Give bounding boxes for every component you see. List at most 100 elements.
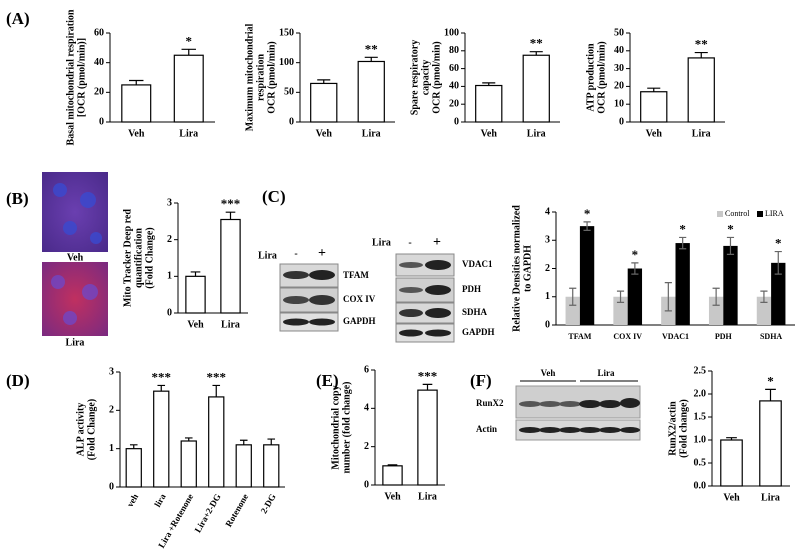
bar xyxy=(417,389,438,486)
panel-label: (D) xyxy=(6,371,30,390)
error-bar xyxy=(631,262,639,275)
micrographs: Veh Lira xyxy=(42,172,108,348)
y-tick-label: 2 xyxy=(109,405,114,416)
y-tick-label: 4 xyxy=(545,206,550,217)
y-tick-label: 0 xyxy=(454,116,459,127)
y-axis-label: ATP production xyxy=(585,43,596,112)
blot-c-left: Lira - + TFAM COX IV GAPDH xyxy=(258,246,376,332)
significance: * xyxy=(632,247,639,262)
y-tick-label: 2 xyxy=(364,441,369,452)
bar xyxy=(720,439,743,487)
x-tick-label: Lira xyxy=(179,128,198,139)
y-tick-label: 0 xyxy=(364,479,369,490)
panel-label: (B) xyxy=(6,189,29,208)
y-axis-label: Relative Densities normalized xyxy=(511,205,522,332)
panel-label: (C) xyxy=(262,187,286,206)
y-axis-label: ALP activity xyxy=(75,403,86,457)
x-tick-label: Veh xyxy=(128,128,145,139)
x-tick-label: Veh xyxy=(723,492,740,503)
y-axis-label: (Fold Change) xyxy=(144,227,155,288)
significance: *** xyxy=(418,368,438,383)
bar xyxy=(153,390,170,488)
bar xyxy=(640,91,668,123)
bar xyxy=(310,82,338,123)
y-axis-label: RunX2/actin xyxy=(667,401,678,456)
y-axis-label: capacity xyxy=(420,60,431,96)
panel-label: (F) xyxy=(470,371,492,390)
y-tick-label: 20 xyxy=(614,81,624,92)
error-bar xyxy=(583,221,591,231)
blot-row-label: VDAC1 xyxy=(462,259,493,269)
significance: * xyxy=(186,33,193,48)
lane-label: - xyxy=(408,237,411,248)
x-tick-label: Lira xyxy=(221,319,240,330)
y-tick-label: 100 xyxy=(444,27,459,38)
y-tick-label: 80 xyxy=(449,45,459,56)
error-bar xyxy=(774,250,782,275)
lane-label: + xyxy=(318,246,326,261)
legend-label: LIRA xyxy=(765,209,784,218)
y-axis-label: [OCR (pmol/min)] xyxy=(76,38,87,117)
y-tick-label: 0 xyxy=(545,319,550,330)
x-tick-label: Veh xyxy=(481,128,498,139)
x-tick-label: veh xyxy=(125,492,140,509)
significance: * xyxy=(584,206,591,221)
significance: *** xyxy=(207,369,227,384)
x-tick-label: Rotenone xyxy=(223,492,250,529)
legend-swatch xyxy=(717,211,723,217)
panel-label: (E) xyxy=(316,371,339,390)
x-tick-label: 2-DG xyxy=(259,492,278,515)
x-tick-label: Veh xyxy=(316,128,333,139)
y-tick-label: 0 xyxy=(99,116,104,127)
y-tick-label: 2 xyxy=(167,234,172,245)
x-tick-label: Lira xyxy=(527,128,546,139)
y-tick-label: 1 xyxy=(109,443,114,454)
error-bar xyxy=(616,290,625,303)
y-axis-label: (Fold Change) xyxy=(86,399,97,460)
significance: ** xyxy=(695,37,708,52)
bar xyxy=(723,245,738,325)
significance: * xyxy=(727,221,734,236)
y-axis-label: OCR (pmol/min) xyxy=(431,41,442,114)
x-tick-label: Lira xyxy=(692,128,711,139)
error-bar xyxy=(569,287,577,306)
y-tick-label: 3 xyxy=(167,197,172,208)
y-tick-label: 60 xyxy=(94,27,104,38)
x-tick-label: Lira xyxy=(761,492,780,503)
bar xyxy=(235,444,252,488)
y-tick-label: 60 xyxy=(449,63,459,74)
bar xyxy=(382,465,403,486)
blot-row-label: PDH xyxy=(462,284,481,294)
y-axis-label: to GAPDH xyxy=(522,245,533,292)
y-tick-label: 2 xyxy=(545,263,550,274)
y-tick-label: 3 xyxy=(109,366,114,377)
blot-row-label: GAPDH xyxy=(343,316,376,326)
blot-row-label: COX IV xyxy=(343,294,376,304)
y-axis-label: Maximum mitochondrial xyxy=(244,24,255,132)
bar xyxy=(263,444,280,488)
bar xyxy=(208,396,225,488)
bar xyxy=(708,296,724,325)
bar xyxy=(579,226,595,325)
y-tick-label: 100 xyxy=(279,57,294,68)
x-tick-label: lira xyxy=(152,492,168,509)
panel-label: (A) xyxy=(6,9,30,28)
bar xyxy=(613,296,628,325)
image-label: Veh xyxy=(67,252,84,263)
error-bar xyxy=(679,236,687,250)
bar xyxy=(173,54,204,123)
y-axis-label: Mitochondrial copy xyxy=(330,385,341,469)
y-tick-label: 0.0 xyxy=(694,480,707,491)
blot-row-label: Actin xyxy=(476,424,497,434)
y-axis-label: OCR (pmol/min) xyxy=(266,41,277,114)
y-tick-label: 10 xyxy=(614,98,624,109)
y-tick-label: 20 xyxy=(449,98,459,109)
lane-label: + xyxy=(433,235,441,250)
y-axis-label: OCR (pmol/min) xyxy=(596,41,607,114)
bar xyxy=(687,57,715,123)
blot-f: Veh Lira RunX2 Actin xyxy=(476,368,641,441)
x-tick-label: SDHA xyxy=(760,332,782,341)
y-tick-label: 30 xyxy=(614,63,624,74)
y-tick-label: 40 xyxy=(449,81,459,92)
bar xyxy=(756,296,772,325)
